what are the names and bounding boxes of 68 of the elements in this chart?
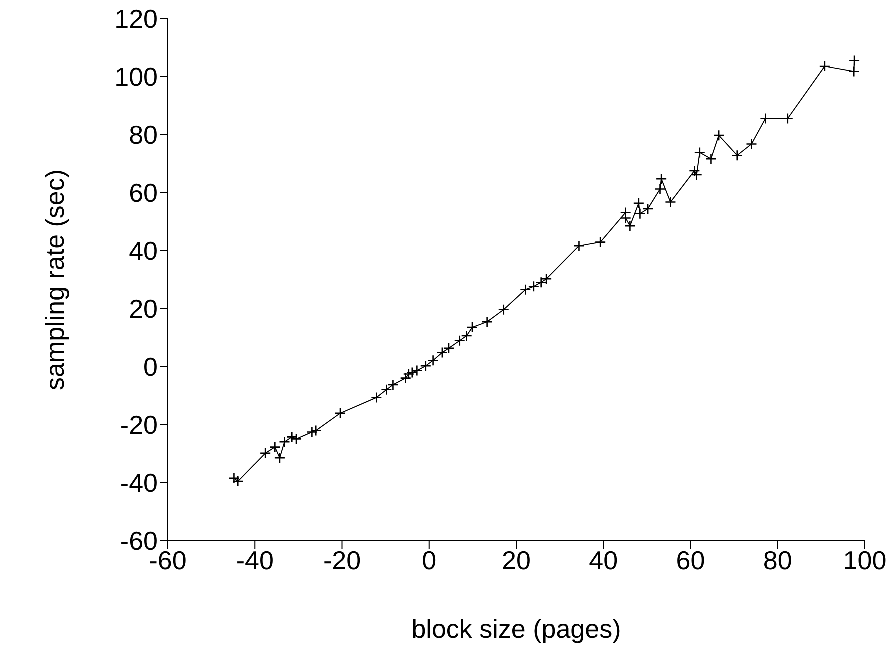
point [461, 330, 472, 342]
point [400, 372, 412, 384]
point [528, 281, 540, 292]
y-tick-label: -40 [120, 468, 158, 498]
point [498, 304, 510, 316]
point [540, 273, 552, 285]
y-tick-label: 60 [129, 178, 158, 208]
point [689, 165, 700, 177]
y-tick-label: 40 [129, 236, 158, 266]
point [819, 60, 831, 72]
point [634, 208, 646, 220]
point [536, 276, 547, 288]
point [388, 379, 399, 391]
point [436, 347, 448, 358]
point [706, 153, 717, 165]
x-tick-label: -40 [236, 545, 274, 576]
point [420, 360, 432, 372]
y-tick-label: 80 [129, 120, 158, 150]
y-tick-label: 100 [114, 62, 158, 92]
point [848, 55, 860, 66]
point [279, 436, 290, 448]
x-tick-label: 20 [502, 545, 531, 576]
point [443, 342, 455, 354]
point [848, 66, 860, 78]
point [260, 448, 272, 460]
point [334, 408, 346, 420]
point [454, 335, 466, 347]
point [746, 138, 758, 150]
point [782, 113, 794, 124]
point [274, 452, 286, 464]
point [406, 367, 418, 378]
x-tick-label: -20 [323, 545, 362, 576]
x-tick-label: 60 [676, 545, 706, 576]
point [665, 196, 676, 208]
point [310, 425, 322, 436]
y-tick-label: -20 [120, 410, 158, 440]
point [633, 198, 645, 210]
y-axis-title: sampling rate (sec) [40, 169, 70, 391]
point [466, 322, 478, 334]
point [691, 169, 702, 181]
y-tick-label: 0 [144, 352, 158, 382]
point [574, 240, 585, 252]
point [482, 316, 493, 328]
x-tick-label: 40 [589, 545, 618, 576]
point [412, 365, 423, 376]
point [654, 184, 666, 195]
point [732, 150, 744, 162]
x-axis-title: block size (pages) [412, 614, 622, 644]
point [642, 203, 654, 215]
point [306, 426, 318, 438]
y-tick-label: 120 [114, 4, 158, 34]
point [228, 472, 240, 484]
x-tick-label: 0 [422, 545, 437, 576]
x-tick-label: 100 [843, 545, 887, 576]
point [232, 476, 244, 488]
point [520, 284, 532, 296]
point [713, 130, 725, 142]
y-tick-label: 20 [129, 294, 158, 324]
point [760, 113, 772, 124]
point [428, 354, 439, 366]
point [403, 368, 415, 380]
point [381, 384, 392, 396]
point [656, 173, 668, 185]
point [594, 236, 606, 248]
point [371, 392, 382, 404]
point [694, 147, 706, 158]
point [270, 442, 281, 453]
x-tick-label: 80 [763, 545, 792, 576]
